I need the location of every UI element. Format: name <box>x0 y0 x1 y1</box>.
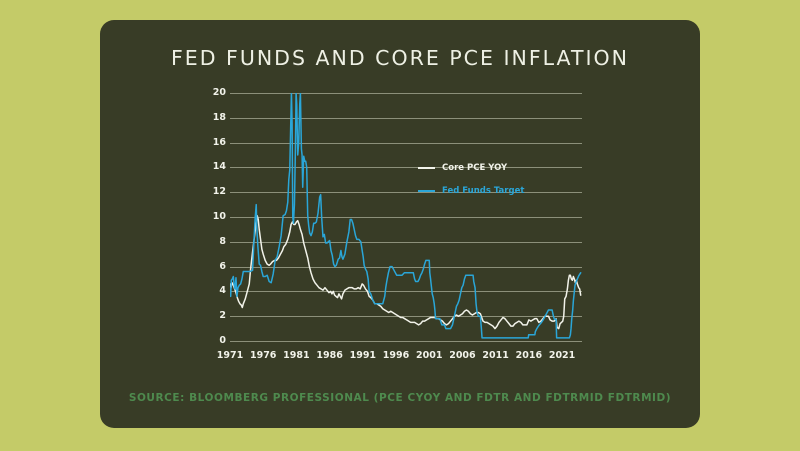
gridline-y <box>230 143 582 144</box>
source-note: SOURCE: BLOOMBERG PROFESSIONAL (PCE CYOY… <box>128 392 672 404</box>
x-axis-tick-label: 2016 <box>515 350 543 361</box>
gridline-y <box>230 341 582 342</box>
x-axis-tick-label: 1981 <box>283 350 310 361</box>
gridline-y <box>230 93 582 94</box>
x-axis-tick-label: 2006 <box>449 350 476 361</box>
x-axis-tick-label: 1991 <box>349 350 377 361</box>
y-axis-tick-label: 6 <box>219 261 226 272</box>
y-axis-tick-label: 14 <box>212 161 226 172</box>
x-axis-tick-label: 2011 <box>482 350 509 361</box>
chart-card: FED FUNDS AND CORE PCE INFLATION 0 2 4 6 8 10… <box>100 20 700 428</box>
y-axis-tick-label: 20 <box>212 87 226 98</box>
series-layer <box>230 93 582 339</box>
gridline-y <box>230 242 582 243</box>
y-axis-tick-label: 0 <box>219 335 226 346</box>
legend-entry: Core PCE YOY <box>418 160 558 176</box>
gridline-y <box>230 316 582 317</box>
y-axis-tick-label: 18 <box>212 112 226 123</box>
gridline-y <box>230 267 582 268</box>
gridline-y <box>230 217 582 218</box>
gridline-y <box>230 291 582 292</box>
y-axis-tick-label: 2 <box>219 310 226 321</box>
series-line <box>230 93 582 339</box>
y-axis-tick-label: 16 <box>212 137 226 148</box>
gridline-y <box>230 118 582 119</box>
gridline-y <box>230 192 582 193</box>
x-axis-tick-label: 1976 <box>249 350 277 361</box>
legend-label: Core PCE YOY <box>442 163 508 173</box>
gridline-y <box>230 167 582 168</box>
legend-swatch-icon <box>418 189 435 193</box>
legend-entry: Fed Funds Target <box>418 183 558 199</box>
x-axis-tick-label: 2001 <box>416 350 443 361</box>
series-line <box>230 215 582 330</box>
legend-label: Fed Funds Target <box>442 186 525 196</box>
y-axis-tick-label: 10 <box>212 211 226 222</box>
y-axis-tick-label: 4 <box>219 285 226 296</box>
chart-legend: Core PCE YOY Fed Funds Target <box>418 160 558 206</box>
x-axis-tick-label: 1996 <box>382 350 410 361</box>
y-axis-tick-label: 12 <box>212 186 226 197</box>
x-axis-tick-label: 1971 <box>216 350 244 361</box>
plot-area: 0 2 4 6 8 10 12 14 16 18 20 1971 1976 1981 1986 1991 199… <box>213 88 582 360</box>
gridlines-group <box>230 93 582 342</box>
legend-swatch-icon <box>418 166 435 170</box>
page-title: FED FUNDS AND CORE PCE INFLATION <box>171 46 629 70</box>
x-axis-tick-label: 2021 <box>548 350 576 361</box>
x-axis-tick-label: 1986 <box>316 350 343 361</box>
y-axis-tick-label: 8 <box>219 236 226 247</box>
